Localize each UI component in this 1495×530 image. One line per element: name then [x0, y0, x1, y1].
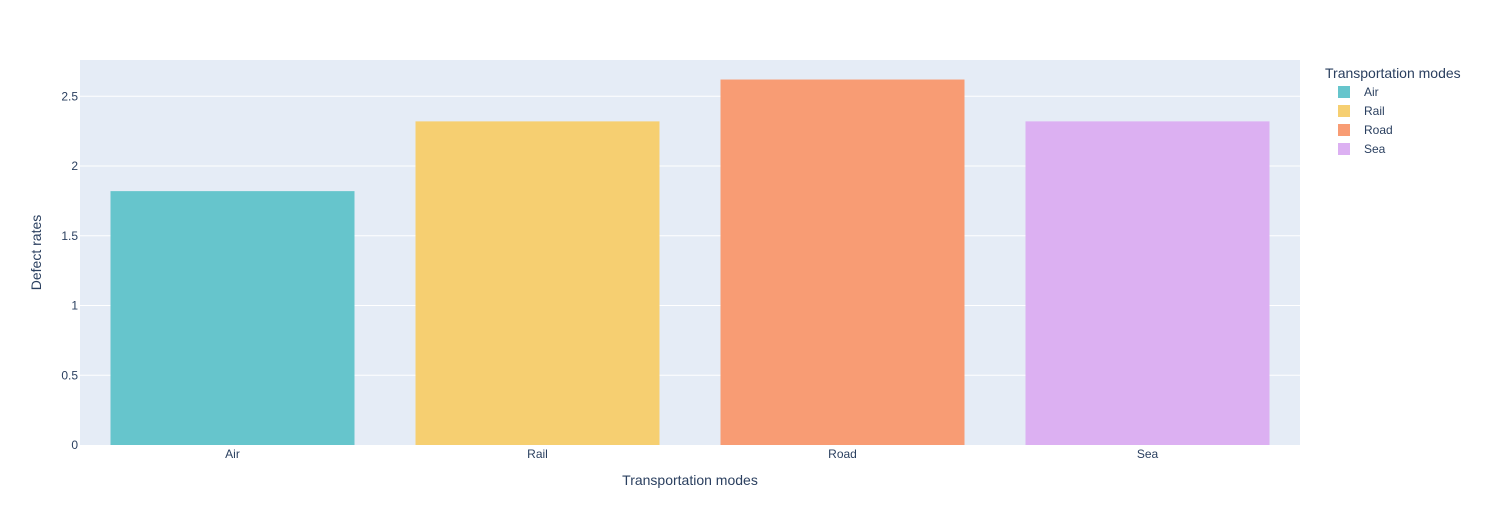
- legend-label: Road: [1364, 123, 1393, 137]
- x-axis-ticks: Air Rail Road Sea: [225, 447, 1158, 461]
- legend-title: Transportation modes: [1325, 65, 1461, 81]
- legend-swatch: [1338, 105, 1350, 117]
- legend-label: Sea: [1364, 142, 1386, 156]
- bar-air[interactable]: [110, 191, 355, 445]
- y-tick-label: 1: [71, 299, 78, 313]
- legend-swatch: [1338, 143, 1350, 155]
- x-tick-label: Rail: [527, 447, 548, 461]
- legend-swatch: [1338, 86, 1350, 98]
- bar-road[interactable]: [720, 79, 965, 445]
- y-tick-label: 2: [71, 159, 78, 173]
- legend-item-air[interactable]: Air: [1338, 85, 1379, 99]
- x-tick-label: Air: [225, 447, 240, 461]
- legend-item-sea[interactable]: Sea: [1338, 142, 1386, 156]
- x-tick-label: Road: [828, 447, 857, 461]
- legend-item-rail[interactable]: Rail: [1338, 104, 1385, 118]
- x-tick-label: Sea: [1137, 447, 1159, 461]
- y-tick-label: 1.5: [61, 229, 78, 243]
- legend-label: Air: [1364, 85, 1379, 99]
- legend[interactable]: Transportation modes Air Rail Road Sea: [1325, 65, 1461, 156]
- y-axis-title: Defect rates: [28, 215, 44, 290]
- legend-swatch: [1338, 124, 1350, 136]
- y-tick-label: 0: [71, 438, 78, 452]
- legend-item-road[interactable]: Road: [1338, 123, 1393, 137]
- legend-label: Rail: [1364, 104, 1385, 118]
- legend-items[interactable]: Air Rail Road Sea: [1338, 85, 1393, 156]
- bar-rail[interactable]: [415, 121, 660, 446]
- bar-sea[interactable]: [1025, 121, 1270, 446]
- y-tick-label: 2.5: [61, 89, 78, 103]
- y-axis-ticks: 0 0.5 1 1.5 2 2.5: [61, 89, 78, 452]
- x-axis-title: Transportation modes: [622, 472, 758, 488]
- y-tick-label: 0.5: [61, 368, 78, 382]
- bars: [110, 79, 1270, 446]
